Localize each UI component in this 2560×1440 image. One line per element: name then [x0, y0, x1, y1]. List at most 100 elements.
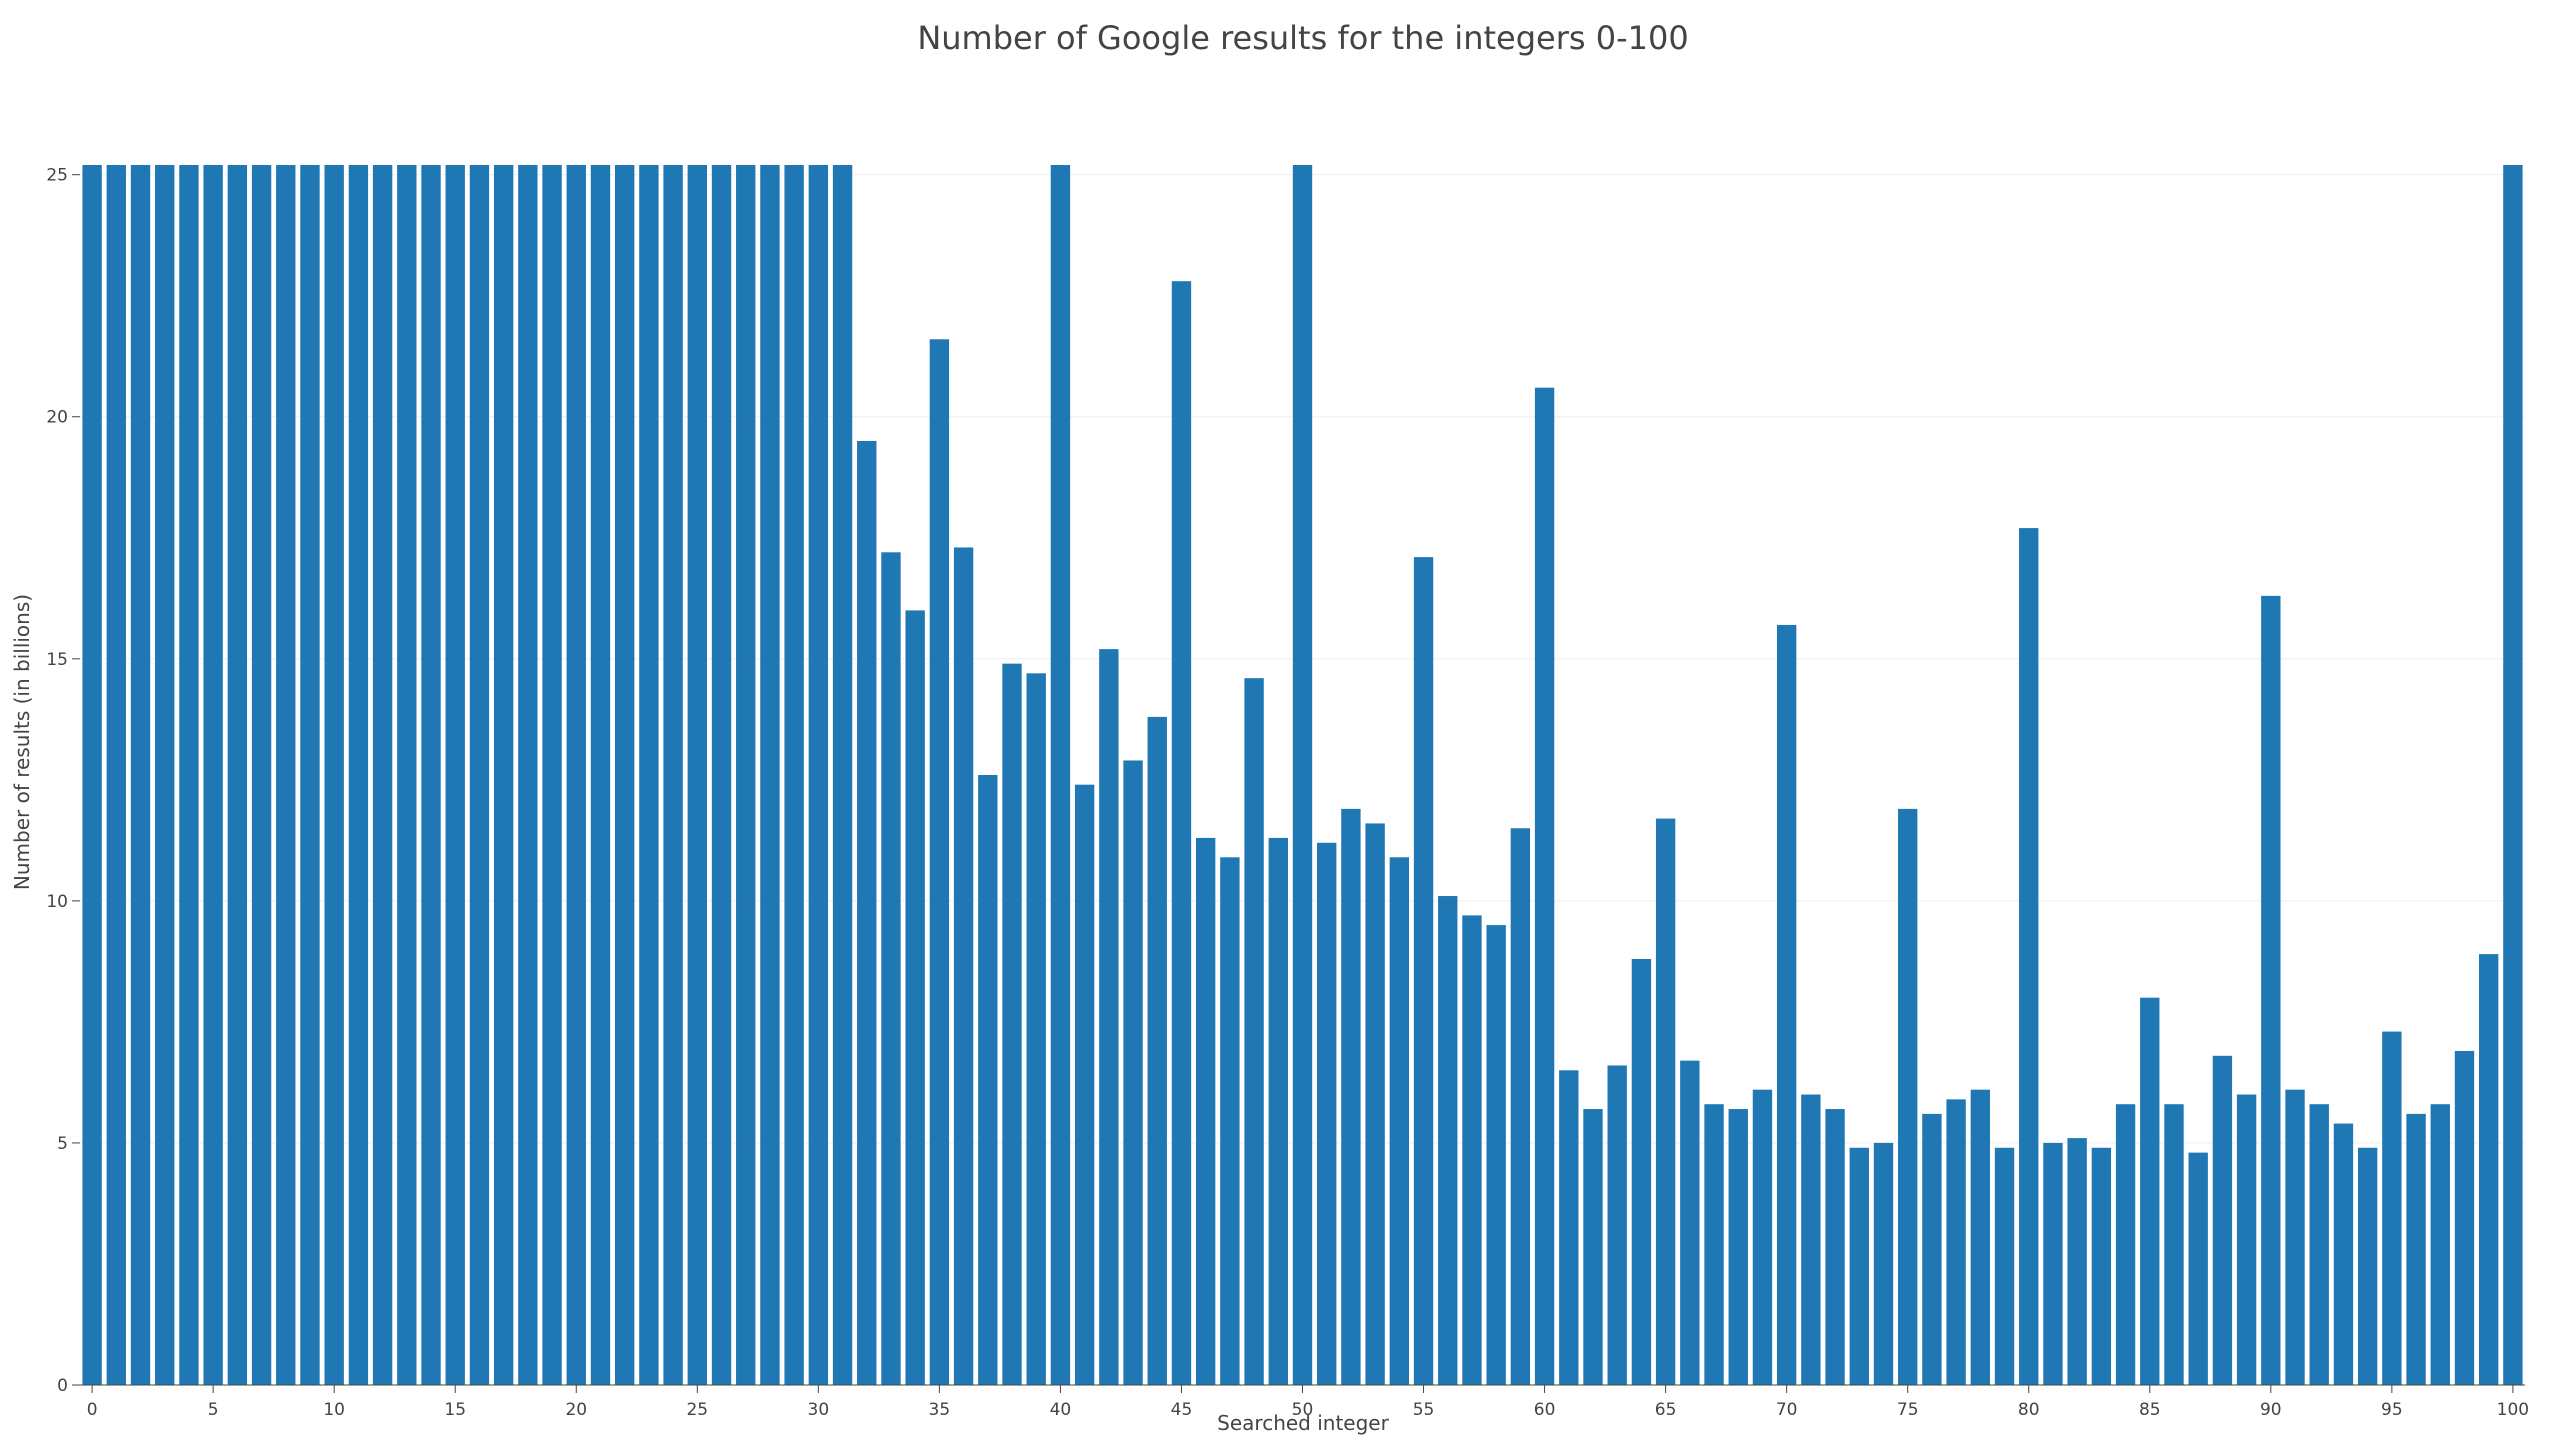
bar-52[interactable] — [1341, 808, 1361, 1385]
bar-88[interactable] — [2212, 1055, 2233, 1385]
bar-53[interactable] — [1365, 823, 1385, 1385]
bar-89[interactable] — [2236, 1094, 2257, 1385]
bar-86[interactable] — [2164, 1104, 2184, 1385]
bar-85[interactable] — [2140, 997, 2160, 1385]
bar-27[interactable] — [736, 165, 756, 1385]
bar-34[interactable] — [905, 610, 925, 1385]
bar-12[interactable] — [372, 165, 393, 1385]
bar-79[interactable] — [1994, 1147, 2015, 1385]
bar-99[interactable] — [2479, 954, 2499, 1385]
bar-70[interactable] — [1776, 624, 1797, 1385]
bar-26[interactable] — [711, 165, 732, 1385]
bar-57[interactable] — [1462, 915, 1482, 1385]
bar-44[interactable] — [1147, 716, 1167, 1385]
bar-43[interactable] — [1123, 760, 1143, 1385]
bar-54[interactable] — [1389, 857, 1410, 1385]
bar-29[interactable] — [784, 165, 804, 1385]
bar-66[interactable] — [1680, 1060, 1700, 1385]
bar-30[interactable] — [808, 165, 829, 1385]
bar-72[interactable] — [1825, 1109, 1845, 1385]
bar-7[interactable] — [251, 165, 272, 1385]
bar-18[interactable] — [518, 165, 538, 1385]
bar-33[interactable] — [881, 552, 901, 1385]
bar-91[interactable] — [2285, 1089, 2305, 1385]
bar-82[interactable] — [2067, 1138, 2087, 1385]
bar-96[interactable] — [2406, 1113, 2426, 1385]
bar-42[interactable] — [1099, 649, 1119, 1385]
bar-74[interactable] — [1873, 1142, 1894, 1385]
bar-4[interactable] — [179, 165, 199, 1385]
bar-97[interactable] — [2430, 1104, 2450, 1385]
bar-55[interactable] — [1413, 557, 1434, 1385]
bar-40[interactable] — [1050, 165, 1071, 1385]
bar-21[interactable] — [590, 165, 611, 1385]
bar-35[interactable] — [929, 339, 950, 1386]
bar-5[interactable] — [203, 165, 223, 1385]
bar-16[interactable] — [469, 165, 490, 1385]
bar-15[interactable] — [445, 165, 465, 1385]
bar-1[interactable] — [106, 165, 126, 1385]
bar-45[interactable] — [1171, 281, 1192, 1386]
bar-6[interactable] — [227, 165, 248, 1385]
bar-28[interactable] — [760, 165, 780, 1385]
bar-32[interactable] — [857, 440, 877, 1385]
bar-80[interactable] — [2019, 528, 2039, 1385]
bar-9[interactable] — [300, 165, 320, 1385]
bar-67[interactable] — [1704, 1104, 1724, 1385]
bar-48[interactable] — [1244, 678, 1264, 1385]
bar-94[interactable] — [2357, 1147, 2378, 1385]
bar-31[interactable] — [832, 165, 853, 1385]
bar-13[interactable] — [397, 165, 417, 1385]
bar-23[interactable] — [639, 165, 659, 1385]
bar-87[interactable] — [2188, 1152, 2208, 1385]
bar-51[interactable] — [1317, 842, 1337, 1385]
bar-83[interactable] — [2091, 1147, 2112, 1385]
bar-75[interactable] — [1898, 808, 1918, 1385]
bar-60[interactable] — [1534, 387, 1555, 1385]
bar-22[interactable] — [614, 165, 635, 1385]
bar-41[interactable] — [1074, 784, 1095, 1385]
bar-90[interactable] — [2261, 595, 2281, 1385]
bar-8[interactable] — [276, 165, 296, 1385]
bar-25[interactable] — [687, 165, 707, 1385]
bar-37[interactable] — [978, 775, 998, 1385]
bar-24[interactable] — [663, 165, 683, 1385]
bar-68[interactable] — [1728, 1109, 1748, 1385]
bar-56[interactable] — [1438, 896, 1458, 1385]
bar-58[interactable] — [1486, 925, 1506, 1385]
bar-63[interactable] — [1607, 1065, 1627, 1385]
bar-14[interactable] — [421, 165, 441, 1385]
bar-73[interactable] — [1849, 1147, 1869, 1385]
bar-47[interactable] — [1220, 857, 1240, 1385]
bar-95[interactable] — [2382, 1031, 2402, 1385]
bar-10[interactable] — [324, 165, 344, 1385]
bar-36[interactable] — [953, 547, 974, 1385]
bar-59[interactable] — [1510, 828, 1531, 1385]
bar-92[interactable] — [2309, 1104, 2329, 1385]
bar-3[interactable] — [155, 165, 175, 1385]
bar-93[interactable] — [2333, 1123, 2354, 1385]
bar-50[interactable] — [1292, 165, 1313, 1385]
bar-17[interactable] — [493, 165, 514, 1385]
bar-19[interactable] — [542, 165, 562, 1385]
bar-65[interactable] — [1655, 818, 1676, 1385]
bar-49[interactable] — [1268, 837, 1288, 1385]
bar-39[interactable] — [1026, 673, 1046, 1385]
bar-62[interactable] — [1583, 1109, 1603, 1385]
bar-2[interactable] — [130, 165, 151, 1385]
bar-38[interactable] — [1002, 663, 1022, 1385]
bar-77[interactable] — [1946, 1099, 1966, 1385]
bar-46[interactable] — [1195, 837, 1216, 1385]
bar-0[interactable] — [82, 165, 102, 1385]
bar-64[interactable] — [1631, 958, 1652, 1385]
bar-78[interactable] — [1970, 1089, 1991, 1385]
bar-61[interactable] — [1559, 1070, 1579, 1385]
bar-11[interactable] — [348, 165, 369, 1385]
bar-81[interactable] — [2043, 1142, 2063, 1385]
bar-69[interactable] — [1752, 1089, 1773, 1385]
bar-76[interactable] — [1922, 1113, 1942, 1385]
bar-84[interactable] — [2115, 1104, 2136, 1385]
bar-100[interactable] — [2503, 165, 2523, 1385]
bar-71[interactable] — [1801, 1094, 1821, 1385]
bar-20[interactable] — [566, 165, 586, 1385]
